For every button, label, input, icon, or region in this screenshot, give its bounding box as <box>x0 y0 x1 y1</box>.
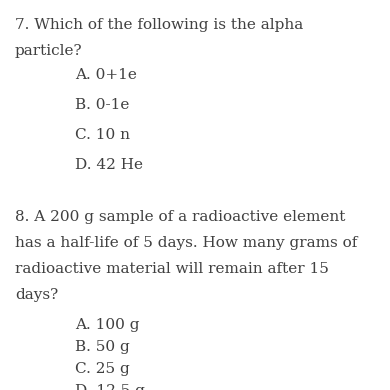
Text: days?: days? <box>15 288 58 302</box>
Text: A. 0+1e: A. 0+1e <box>75 68 137 82</box>
Text: C. 25 g: C. 25 g <box>75 362 130 376</box>
Text: D. 12.5 g: D. 12.5 g <box>75 384 145 390</box>
Text: C. 10 n: C. 10 n <box>75 128 130 142</box>
Text: 8. A 200 g sample of a radioactive element: 8. A 200 g sample of a radioactive eleme… <box>15 210 346 224</box>
Text: B. 0-1e: B. 0-1e <box>75 98 129 112</box>
Text: 7. Which of the following is the alpha: 7. Which of the following is the alpha <box>15 18 303 32</box>
Text: A. 100 g: A. 100 g <box>75 318 140 332</box>
Text: radioactive material will remain after 15: radioactive material will remain after 1… <box>15 262 329 276</box>
Text: has a half-life of 5 days. How many grams of: has a half-life of 5 days. How many gram… <box>15 236 357 250</box>
Text: B. 50 g: B. 50 g <box>75 340 130 354</box>
Text: D. 42 He: D. 42 He <box>75 158 143 172</box>
Text: particle?: particle? <box>15 44 83 58</box>
